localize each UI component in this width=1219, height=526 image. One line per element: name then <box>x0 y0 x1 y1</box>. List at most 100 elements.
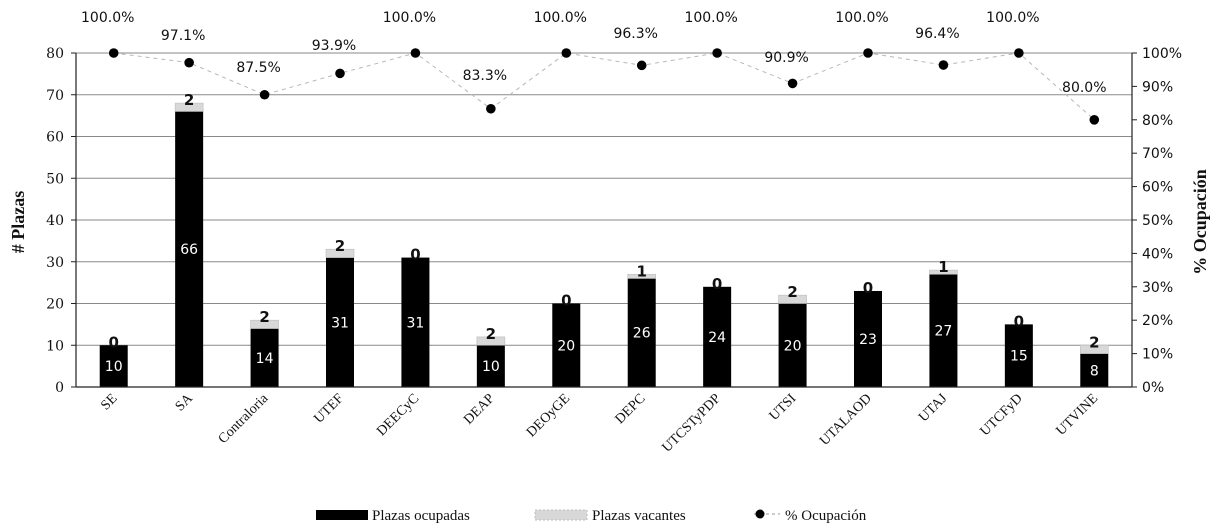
x-category-label: UTCSTyPDP <box>660 391 725 456</box>
y2-axis-title: % Ocupación <box>1190 169 1210 275</box>
y-tick-label: 20 <box>46 297 64 313</box>
x-category-label: DEOyGE <box>524 391 573 440</box>
bar-ocupadas-utvine <box>1080 353 1109 387</box>
y2-tick-label: 50% <box>1142 213 1173 229</box>
ocupacion-value-label: 100.0% <box>835 10 888 26</box>
data-labels: 10 0 66 2 14 2 31 2 31 0 10 2 20 0 26 1 24 0 20 2 23 0 27 1 15 0 8… <box>81 10 1107 379</box>
ocupacion-value-label: 93.9% <box>312 38 356 54</box>
x-category-label: DEAP <box>461 391 498 428</box>
bar-vacantes-utvine <box>1079 344 1109 354</box>
bar-value-label: 10 <box>482 359 500 375</box>
axes: 010203040506070800%10%20%30%40%50%60%70%… <box>46 46 1182 456</box>
bar-value-label: 14 <box>256 351 274 367</box>
legend-label-vacantes: Plazas vacantes <box>592 508 686 524</box>
bar-ocupadas-deap <box>476 345 505 387</box>
bar-ocupadas-deecyc <box>401 257 430 387</box>
legend-label-ocupacion: % Ocupación <box>785 508 867 524</box>
x-category-label: SE <box>98 391 120 413</box>
x-category-label: UTALAOD <box>817 391 875 449</box>
ocupacion-point <box>486 103 496 114</box>
ocupacion-value-label: 87.5% <box>236 60 280 76</box>
vacantes-value-label: 1 <box>636 262 646 280</box>
vacantes-value-label: 0 <box>1014 312 1024 330</box>
ocupacion-point <box>938 60 949 70</box>
x-category-label: Contraloria <box>216 391 272 447</box>
y-tick-label: 70 <box>46 88 64 104</box>
ocupacion-point <box>561 48 572 58</box>
bar-vacantes-utsi <box>778 294 807 304</box>
y-tick-label: 60 <box>46 130 64 146</box>
y-axis-title: # Plazas <box>8 191 28 254</box>
y2-tick-label: 0% <box>1142 380 1164 396</box>
vacantes-value-label: 2 <box>787 283 797 301</box>
bar-ocupadas-utcfyd <box>1004 324 1033 387</box>
legend-swatch-vacantes <box>534 509 588 521</box>
bar-vacantes-utef <box>325 248 355 258</box>
bar-ocupadas-contraloria <box>250 328 279 387</box>
y2-tick-label: 40% <box>1142 246 1173 262</box>
ocupacion-value-label: 97.1% <box>161 28 205 44</box>
x-category-label: SA <box>173 391 197 415</box>
vacantes-value-label: 0 <box>712 275 722 293</box>
legend: Plazas ocupadas Plazas vacantes % Ocupac… <box>316 508 867 524</box>
bar-value-label: 23 <box>859 332 877 348</box>
bar-vacantes-sa <box>174 102 204 112</box>
vacantes-value-label: 0 <box>410 246 420 264</box>
ocupacion-value-label: 96.4% <box>915 26 959 42</box>
ocupacion-value-label: 90.9% <box>764 50 808 66</box>
bar-value-label: 66 <box>180 242 198 258</box>
bar-vacantes-contraloria <box>250 319 279 329</box>
bar-value-label: 31 <box>407 315 425 331</box>
ocupacion-connector <box>113 52 1095 121</box>
y2-tick-label: 20% <box>1142 313 1173 329</box>
ocupacion-value-label: 83.3% <box>463 68 507 84</box>
x-category-label: UTVINE <box>1054 391 1101 438</box>
ocupacion-point <box>335 68 345 79</box>
y2-tick-label: 10% <box>1142 347 1173 363</box>
x-category-label: UTCFyD <box>978 391 1026 439</box>
x-category-label: UTSI <box>767 391 800 424</box>
bar-value-label: 20 <box>557 338 575 354</box>
ocupacion-value-label: 100.0% <box>534 10 587 26</box>
bar-vacantes-utaj <box>929 269 958 275</box>
legend-marker-ocupacion <box>755 509 765 519</box>
bar-ocupadas-depc <box>627 278 656 387</box>
y-tick-label: 50 <box>46 171 64 187</box>
vacantes-value-label: 2 <box>259 308 269 326</box>
vacantes-value-label: 0 <box>561 292 571 310</box>
bar-ocupadas-utsi <box>778 303 807 387</box>
ocupacion-point <box>108 48 119 58</box>
ocupacion-value-label: 100.0% <box>383 10 436 26</box>
vacantes-value-label: 2 <box>335 237 345 255</box>
x-category-label: UTAJ <box>916 391 950 425</box>
bar-value-label: 10 <box>105 359 123 375</box>
bar-ocupadas-deoyge <box>552 303 581 387</box>
legend-swatch-ocupadas <box>316 510 368 520</box>
vacantes-value-label: 2 <box>1089 333 1099 351</box>
vacantes-value-label: 0 <box>863 279 873 297</box>
x-category-label: DEPC <box>613 391 649 427</box>
bar-value-label: 15 <box>1010 349 1028 365</box>
vacantes-value-label: 1 <box>938 258 948 276</box>
y2-tick-label: 30% <box>1142 280 1173 296</box>
gridlines <box>76 52 1132 388</box>
ocupacion-point <box>1089 115 1100 125</box>
y-tick-label: 30 <box>46 255 64 271</box>
bar-ocupadas-utalaod <box>854 290 882 387</box>
ocupacion-value-label: 100.0% <box>986 10 1039 26</box>
ocupacion-point <box>1014 48 1024 58</box>
bar-vacantes-depc <box>627 273 657 279</box>
x-category-label: UTEF <box>311 391 347 427</box>
bar-ocupadas-utcstypdp <box>703 286 732 387</box>
bar-ocupadas-utef <box>326 257 354 387</box>
y2-tick-label: 90% <box>1142 79 1173 95</box>
bar-group <box>99 102 1109 387</box>
bar-value-label: 31 <box>331 315 349 331</box>
ocupacion-series <box>108 48 1100 125</box>
y2-tick-label: 60% <box>1142 180 1173 196</box>
bar-value-label: 26 <box>633 326 651 342</box>
y-tick-label: 0 <box>55 380 64 396</box>
ocupacion-value-label: 80.0% <box>1062 80 1106 96</box>
ocupacion-point <box>184 57 194 68</box>
